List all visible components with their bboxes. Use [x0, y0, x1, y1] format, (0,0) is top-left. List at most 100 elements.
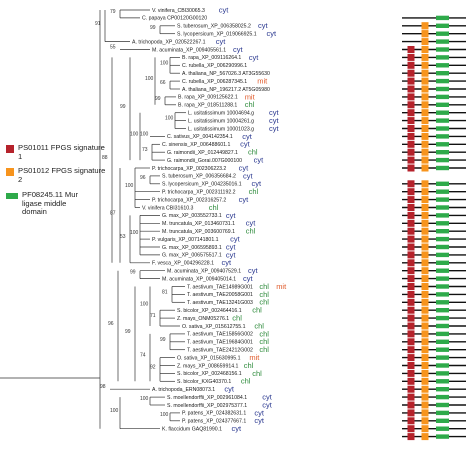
domain-fpgs-signature-1: [407, 362, 415, 369]
taxon-label: P. trichocarpa_XP_002311192.2: [162, 190, 236, 196]
domain-fpgs-signature-1: [407, 219, 415, 227]
taxon-label: K. flaccidum GAQ81990.1: [162, 427, 222, 433]
subcellular-location-cyt: cyt: [246, 219, 256, 228]
subcellular-location-chl: chl: [259, 345, 269, 354]
subcellular-location-cyt: cyt: [219, 5, 230, 14]
domain-mur-ligase: [436, 323, 449, 329]
domain-fpgs-signature-2: [421, 219, 429, 227]
taxon-label: P. patens_XP_024382631.1: [182, 411, 246, 417]
domain-fpgs-signature-2: [421, 85, 429, 93]
subcellular-location-cyt: cyt: [243, 274, 254, 283]
domain-fpgs-signature-2: [421, 409, 429, 417]
taxon-label: B. rapa_XP_009125622.1: [178, 95, 238, 101]
legend-label: PF08245.11 Mur ligase middle domain: [22, 189, 78, 217]
domain-fpgs-signature-1: [407, 290, 415, 298]
domain-mur-ligase: [436, 276, 449, 281]
domain-mur-ligase: [436, 434, 449, 439]
bootstrap-value: 100: [130, 131, 139, 137]
domain-mur-ligase: [436, 244, 449, 250]
taxon-label: Z. mays_XP_008659914.1: [177, 363, 239, 369]
domain-fpgs-signature-1: [407, 267, 415, 275]
domain-fpgs-signature-2: [421, 117, 429, 125]
subcellular-location-cyt: cyt: [269, 124, 280, 133]
domain-fpgs-signature-1: [407, 275, 415, 283]
bootstrap-value: 79: [110, 9, 116, 15]
bootstrap-value: 91: [95, 21, 101, 27]
domain-fpgs-signature-2: [421, 188, 429, 196]
subcellular-location-cyt: cyt: [243, 171, 254, 180]
domain-fpgs-signature-1: [407, 425, 415, 433]
taxon-label: C. rubella_XP_006290996.1: [182, 63, 247, 69]
taxon-label: S. bicolor_XP_002468156.1: [177, 371, 242, 377]
taxon-label: P. vulgaris_XP_007141801.1: [152, 237, 219, 243]
taxon-label: C. sativus_XP_004142354.1: [167, 134, 233, 140]
bootstrap-value: 99: [130, 270, 136, 276]
legend-label: PS01011 FPGS signature 1: [18, 143, 105, 161]
subcellular-location-mit: mit: [249, 353, 260, 362]
domain-mur-ligase: [436, 197, 449, 202]
domain-fpgs-signature-1: [407, 393, 415, 401]
domain-mur-ligase: [436, 15, 449, 21]
domain-fpgs-signature-1: [407, 125, 415, 132]
subcellular-location-chl: chl: [244, 361, 254, 370]
domain-mur-ligase: [436, 39, 449, 44]
domain-fpgs-signature-1: [407, 164, 415, 172]
domain-mur-ligase: [436, 339, 449, 344]
subcellular-location-chl: chl: [252, 306, 262, 315]
domain-fpgs-signature-2: [421, 401, 429, 409]
domain-mur-ligase: [436, 355, 449, 360]
domain-fpgs-signature-2: [421, 314, 429, 322]
taxon-label: T. aestivum_TAE19684G001: [187, 340, 253, 346]
domain-fpgs-signature-2: [421, 298, 429, 306]
domain-fpgs-signature-2: [421, 77, 429, 85]
domain-mur-ligase: [436, 300, 449, 305]
domain-fpgs-signature-1: [407, 330, 415, 338]
bootstrap-value: 100: [140, 396, 149, 402]
bootstrap-value: 99: [125, 329, 131, 335]
domain-mur-ligase: [436, 150, 449, 155]
subcellular-location-mit: mit: [276, 282, 287, 291]
domain-mur-ligase: [436, 71, 449, 76]
domain-mur-ligase: [436, 78, 449, 84]
domain-mur-ligase: [436, 189, 449, 194]
subcellular-location-cyt: cyt: [222, 258, 233, 267]
domain-fpgs-signature-1: [407, 93, 415, 101]
domain-mur-ligase: [436, 94, 449, 100]
subcellular-location-cyt: cyt: [226, 250, 237, 259]
domain-fpgs-signature-1: [407, 322, 415, 330]
domain-mur-ligase: [436, 363, 449, 368]
taxon-label: S. moellendorffii_XP_002975377.1: [167, 403, 247, 409]
taxon-label: A. trichopoda_ERN08073.1: [152, 387, 215, 393]
domain-mur-ligase: [436, 205, 449, 210]
taxon-label: S. lycopersicum_XP_019066925.1: [177, 32, 257, 38]
domain-fpgs-signature-2: [421, 354, 429, 362]
bootstrap-values: 7999915510066991001001007310099961001005…: [95, 9, 174, 418]
domain-mur-ligase: [436, 118, 449, 123]
taxon-label: G. raimondii_Gorai.007G000100: [167, 158, 242, 164]
domain-fpgs-signature-1: [407, 46, 415, 53]
subcellular-location-cyt: cyt: [216, 37, 227, 46]
taxon-label: A. thaliana_NP_567026.3 AT3G55630: [182, 71, 270, 77]
domain-fpgs-signature-2: [421, 132, 429, 140]
subcellular-location-chl: chl: [209, 203, 219, 212]
domain-fpgs-signature-1: [407, 338, 415, 346]
taxon-label: S. tuberosum_XP_006358025.2: [177, 24, 251, 30]
taxon-label: M. truncatula_XP_013460731.1: [162, 221, 235, 227]
domain-fpgs-signature-2: [421, 38, 429, 46]
taxon-label: F. vesca_XP_004296228.1: [152, 261, 214, 267]
domain-fpgs-signature-2: [421, 369, 429, 377]
domain-mur-ligase: [436, 418, 449, 423]
legend: PS01011 FPGS signature 1 PS01012 FPGS si…: [6, 143, 110, 223]
domain-fpgs-signature-1: [407, 235, 415, 243]
bootstrap-value: 96: [140, 175, 146, 181]
subcellular-location-cyt: cyt: [239, 195, 250, 204]
taxon-label: C. papaya CP00120G00120: [142, 16, 207, 22]
bootstrap-value: 96: [108, 321, 114, 327]
legend-swatch-green: [6, 192, 18, 199]
subcellular-location-cyt: cyt: [224, 385, 235, 394]
bootstrap-value: 98: [100, 384, 106, 390]
domain-mur-ligase: [436, 236, 449, 242]
taxon-label: C. sinensis_XP_006488601.1: [162, 142, 230, 148]
domain-mur-ligase: [436, 252, 449, 258]
subcellular-location-cyt: cyt: [240, 140, 251, 149]
